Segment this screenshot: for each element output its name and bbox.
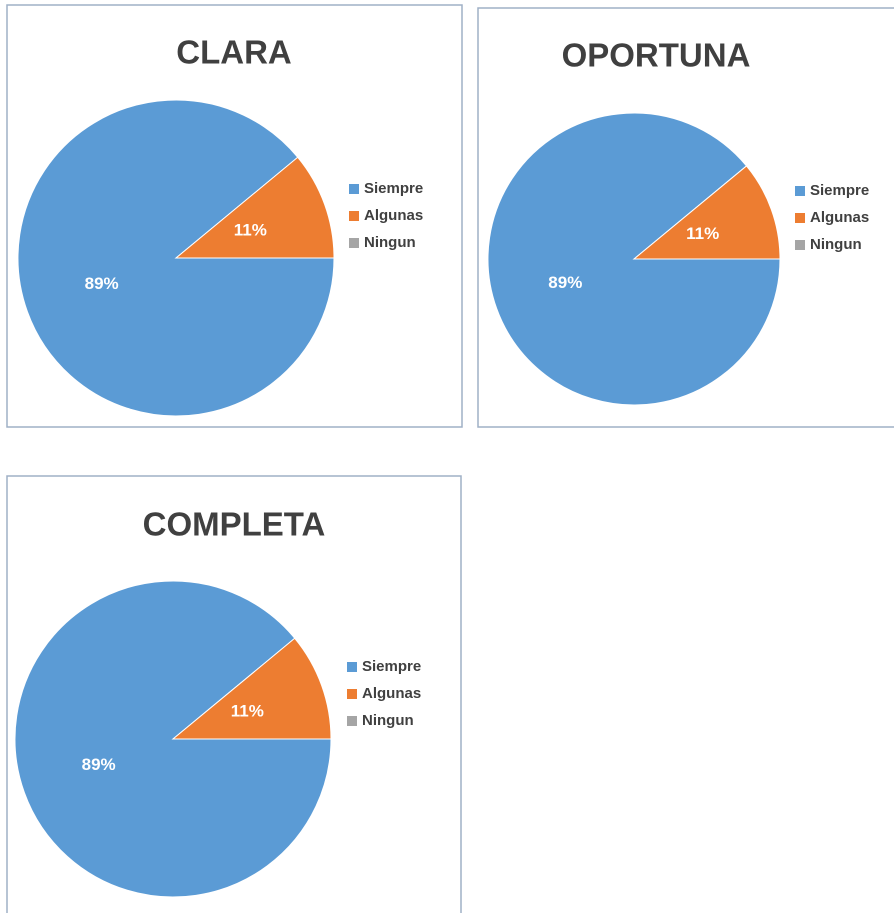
- legend-label: Algunas: [810, 209, 869, 226]
- legend-swatch: [795, 240, 805, 250]
- legend-label: Algunas: [362, 685, 421, 702]
- legend-label: Ningun: [364, 234, 416, 251]
- chart-title: OPORTUNA: [562, 37, 751, 74]
- legend-label: Algunas: [364, 207, 423, 224]
- legend-label: Ningun: [362, 712, 414, 729]
- legend-label: Ningun: [810, 236, 862, 253]
- chart-title: COMPLETA: [143, 506, 326, 543]
- legend-box: [789, 178, 891, 264]
- legend-swatch: [349, 238, 359, 248]
- legend-swatch: [795, 186, 805, 196]
- chart-title: CLARA: [176, 34, 291, 71]
- value-label: 11%: [686, 224, 719, 243]
- value-label: 11%: [231, 702, 264, 721]
- value-label: 89%: [548, 273, 582, 292]
- value-label: 89%: [82, 755, 116, 774]
- legend-swatch: [349, 211, 359, 221]
- legend-label: Siempre: [362, 658, 421, 675]
- legend-box: [341, 654, 443, 740]
- pie-slice: [171, 637, 332, 740]
- legend-swatch: [347, 716, 357, 726]
- legend-swatch: [795, 213, 805, 223]
- value-label: 89%: [85, 274, 119, 293]
- value-label: 11%: [234, 221, 267, 240]
- legend-label: Siempre: [364, 180, 423, 197]
- legend-box: [343, 176, 445, 262]
- legend-swatch: [347, 662, 357, 672]
- pie-slice: [632, 165, 781, 260]
- legend-swatch: [349, 184, 359, 194]
- pie-slice: [174, 156, 335, 259]
- legend-swatch: [347, 689, 357, 699]
- legend-label: Siempre: [810, 182, 869, 199]
